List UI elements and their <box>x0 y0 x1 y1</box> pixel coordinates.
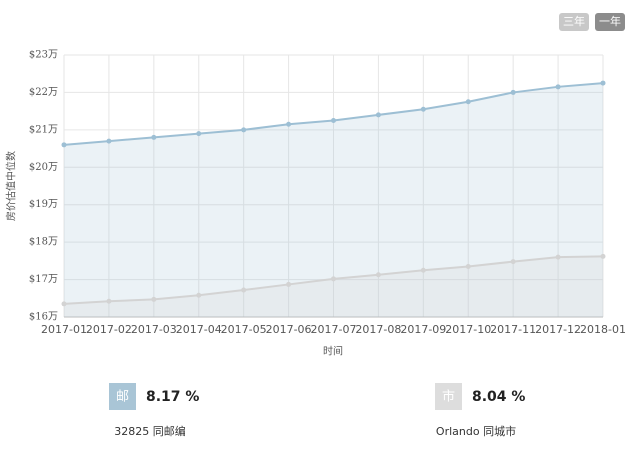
point <box>555 84 561 90</box>
x-tick-label: 2017-06 <box>266 323 312 336</box>
point <box>331 276 336 282</box>
point <box>465 99 471 105</box>
point <box>151 134 157 140</box>
x-tick-label: 2017-02 <box>86 323 132 336</box>
x-tick-label: 2017-04 <box>176 323 222 336</box>
point <box>241 127 247 133</box>
y-tick-label: $16万 <box>29 312 58 323</box>
point <box>61 142 67 148</box>
x-tick-label: 2017-09 <box>400 323 446 336</box>
legend-label: 32825 同邮编 <box>114 424 186 438</box>
point <box>61 301 67 307</box>
y-tick-label: $19万 <box>29 199 58 210</box>
button[interactable] <box>559 13 589 31</box>
x-tick-label: 2017-07 <box>311 323 357 336</box>
area <box>64 83 603 317</box>
point <box>196 131 202 137</box>
x-axis-label: 时间 <box>323 345 343 358</box>
point <box>600 80 606 86</box>
stat-icon <box>435 383 462 410</box>
legend-label: Orlando 同城市 <box>436 424 516 438</box>
y-tick-label: $20万 <box>29 162 58 173</box>
y-tick-label: $23万 <box>29 50 58 61</box>
point <box>106 298 112 304</box>
stat-value: 8.04 % <box>472 389 525 405</box>
point <box>510 259 516 265</box>
point <box>375 112 381 118</box>
point <box>375 272 381 278</box>
x-tick-label: 2017-08 <box>355 323 401 336</box>
y-tick-label: $22万 <box>29 87 58 98</box>
button[interactable] <box>595 13 625 31</box>
y-axis-label: 房价估值中位数 <box>5 151 18 221</box>
stat-icon-label: 市 <box>442 389 455 405</box>
x-tick-label: 2017-12 <box>535 323 581 336</box>
point <box>286 121 292 127</box>
point <box>465 263 471 269</box>
x-tick-label: 2017-10 <box>445 323 491 336</box>
stat-value: 8.17 % <box>146 389 199 405</box>
point <box>196 292 202 298</box>
y-tick-label: $17万 <box>29 274 58 285</box>
point <box>106 138 112 144</box>
point <box>555 254 561 260</box>
area <box>64 256 603 317</box>
point <box>331 118 336 123</box>
point <box>241 287 247 293</box>
point <box>510 89 516 95</box>
point <box>151 296 157 302</box>
x-tick-label: 2018-01 <box>580 323 626 336</box>
stat-icon-label: 邮 <box>116 390 129 405</box>
button-label[interactable]: 一年 <box>599 14 621 28</box>
point <box>600 253 606 259</box>
x-tick-label: 2017-01 <box>41 323 87 336</box>
point <box>420 267 426 273</box>
y-tick-label: $18万 <box>29 237 58 248</box>
button-label[interactable]: 三年 <box>563 14 585 28</box>
point <box>286 281 292 287</box>
point <box>420 106 426 112</box>
x-tick-label: 2017-11 <box>490 323 536 336</box>
stat-icon <box>109 383 136 410</box>
x-tick-label: 2017-05 <box>221 323 267 336</box>
x-tick-label: 2017-03 <box>131 323 177 336</box>
y-tick-label: $21万 <box>29 124 58 135</box>
